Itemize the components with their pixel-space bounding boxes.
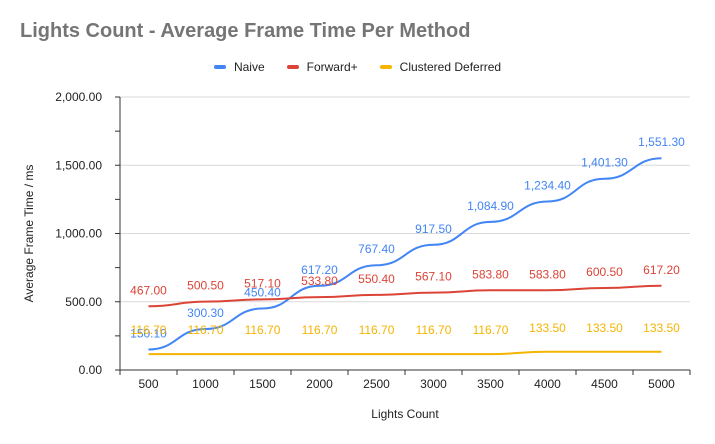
data-label: 467.00 <box>130 283 167 297</box>
data-label: 1,084.90 <box>467 199 514 213</box>
data-label: 116.70 <box>359 323 395 337</box>
legend-swatch-forward-plus <box>286 65 299 69</box>
data-label: 1,401.30 <box>581 156 628 170</box>
data-label: 517.10 <box>244 276 281 290</box>
y-tick-label: 2,000.00 <box>55 90 102 104</box>
data-label: 617.20 <box>643 263 680 277</box>
data-label: 1,551.30 <box>638 135 685 149</box>
data-label: 133.50 <box>643 321 680 335</box>
x-tick-label: 1000 <box>192 377 219 391</box>
data-label: 150.10 <box>130 327 167 341</box>
legend-item-naive: Naive <box>213 60 265 74</box>
series-line-naive <box>148 157 662 351</box>
x-tick-label: 2000 <box>306 377 333 391</box>
x-tick-label: 1500 <box>249 377 276 391</box>
x-tick-label: 500 <box>138 377 158 391</box>
chart-title: Lights Count - Average Frame Time Per Me… <box>20 20 471 42</box>
data-label: 767.40 <box>358 242 395 256</box>
legend-item-clustered-deferred: Clustered Deferred <box>379 60 502 74</box>
y-axis-title: Average Frame Time / ms <box>22 165 36 303</box>
legend-label-clustered-deferred: Clustered Deferred <box>399 60 502 74</box>
x-tick-label: 3500 <box>477 377 504 391</box>
data-label: 600.50 <box>586 265 623 279</box>
x-tick-label: 4000 <box>534 377 561 391</box>
y-tick-label: 1,000.00 <box>55 227 102 241</box>
y-tick-label: 500.00 <box>65 295 102 309</box>
data-label: 133.50 <box>586 321 623 335</box>
data-label: 116.70 <box>131 323 167 337</box>
chart-legend: Naive Forward+ Clustered Deferred <box>0 60 715 74</box>
data-label: 917.50 <box>415 222 452 236</box>
data-label: 116.70 <box>245 323 281 337</box>
data-label: 450.40 <box>244 286 281 300</box>
data-label: 583.80 <box>472 267 509 281</box>
y-tick-label: 1,500.00 <box>55 158 102 172</box>
legend-swatch-naive <box>213 65 226 69</box>
data-label: 133.50 <box>529 321 566 335</box>
data-label: 617.20 <box>301 263 338 277</box>
data-label: 116.70 <box>416 323 452 337</box>
x-tick-label: 2500 <box>363 377 390 391</box>
y-tick-label: 0.00 <box>79 363 103 377</box>
x-axis-title: Lights Count <box>371 407 439 421</box>
data-label: 116.70 <box>302 323 338 337</box>
legend-swatch-clustered-deferred <box>379 65 392 69</box>
x-tick-label: 3000 <box>420 377 447 391</box>
legend-item-forward-plus: Forward+ <box>286 60 358 74</box>
data-label: 116.70 <box>188 323 224 337</box>
x-tick-label: 4500 <box>591 377 618 391</box>
data-label: 583.80 <box>529 267 566 281</box>
x-tick-label: 5000 <box>648 377 675 391</box>
data-label: 116.70 <box>473 323 509 337</box>
data-label: 533.80 <box>301 274 338 288</box>
data-label: 1,234.40 <box>524 179 571 193</box>
legend-label-naive: Naive <box>233 60 265 74</box>
series-line-forward- <box>148 284 662 308</box>
data-label: 500.50 <box>187 279 224 293</box>
series-line-clustered-deferred <box>148 350 662 356</box>
data-label: 550.40 <box>358 272 395 286</box>
legend-label-forward-plus: Forward+ <box>306 60 358 74</box>
data-label: 567.10 <box>415 270 452 284</box>
data-label: 300.30 <box>187 306 224 320</box>
